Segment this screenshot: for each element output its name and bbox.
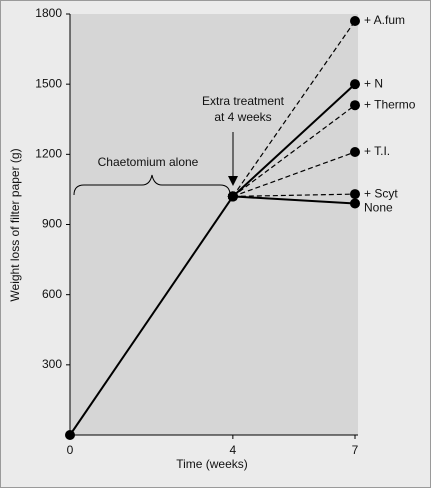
series-label: None: [364, 200, 393, 214]
y-tick-label: 1200: [35, 147, 62, 161]
y-tick-label: 1800: [35, 6, 62, 20]
brace: [73, 174, 231, 196]
arrow-head: [228, 176, 238, 186]
series-label: + Scyt: [364, 186, 398, 200]
x-axis-label: Time (weeks): [176, 457, 248, 471]
series-label: Chaetomium alone: [98, 155, 199, 169]
annotation: at 4 weeks: [214, 110, 271, 124]
point: [350, 198, 360, 209]
x-tick-label: 0: [67, 443, 74, 457]
series-line: [232, 151, 356, 197]
y-tick-label: 300: [42, 357, 62, 371]
point: [65, 430, 75, 440]
series-line: [232, 20, 356, 197]
point: [350, 100, 360, 111]
point: [350, 146, 360, 157]
series-line: [232, 193, 356, 198]
x-tick-label: 7: [352, 443, 359, 457]
y-tick-label: 600: [42, 287, 62, 301]
series-label: + T.I.: [364, 144, 390, 158]
series-line: [69, 195, 234, 436]
point: [350, 16, 360, 27]
series-line: [232, 83, 356, 198]
y-axis-label: Weight loss of filter paper (g): [8, 148, 22, 301]
point: [350, 79, 360, 90]
series-label: + Thermo: [364, 97, 416, 111]
series-line: [232, 195, 356, 205]
series-label: + N: [364, 76, 383, 90]
x-tick-label: 4: [230, 443, 237, 457]
y-tick-label: 1500: [35, 76, 62, 90]
point: [227, 191, 238, 202]
y-tick-label: 900: [42, 217, 62, 231]
annotation: Extra treatment: [202, 94, 285, 108]
point: [350, 189, 360, 200]
series-label: + A.fum: [364, 13, 405, 27]
series-line: [232, 104, 356, 197]
